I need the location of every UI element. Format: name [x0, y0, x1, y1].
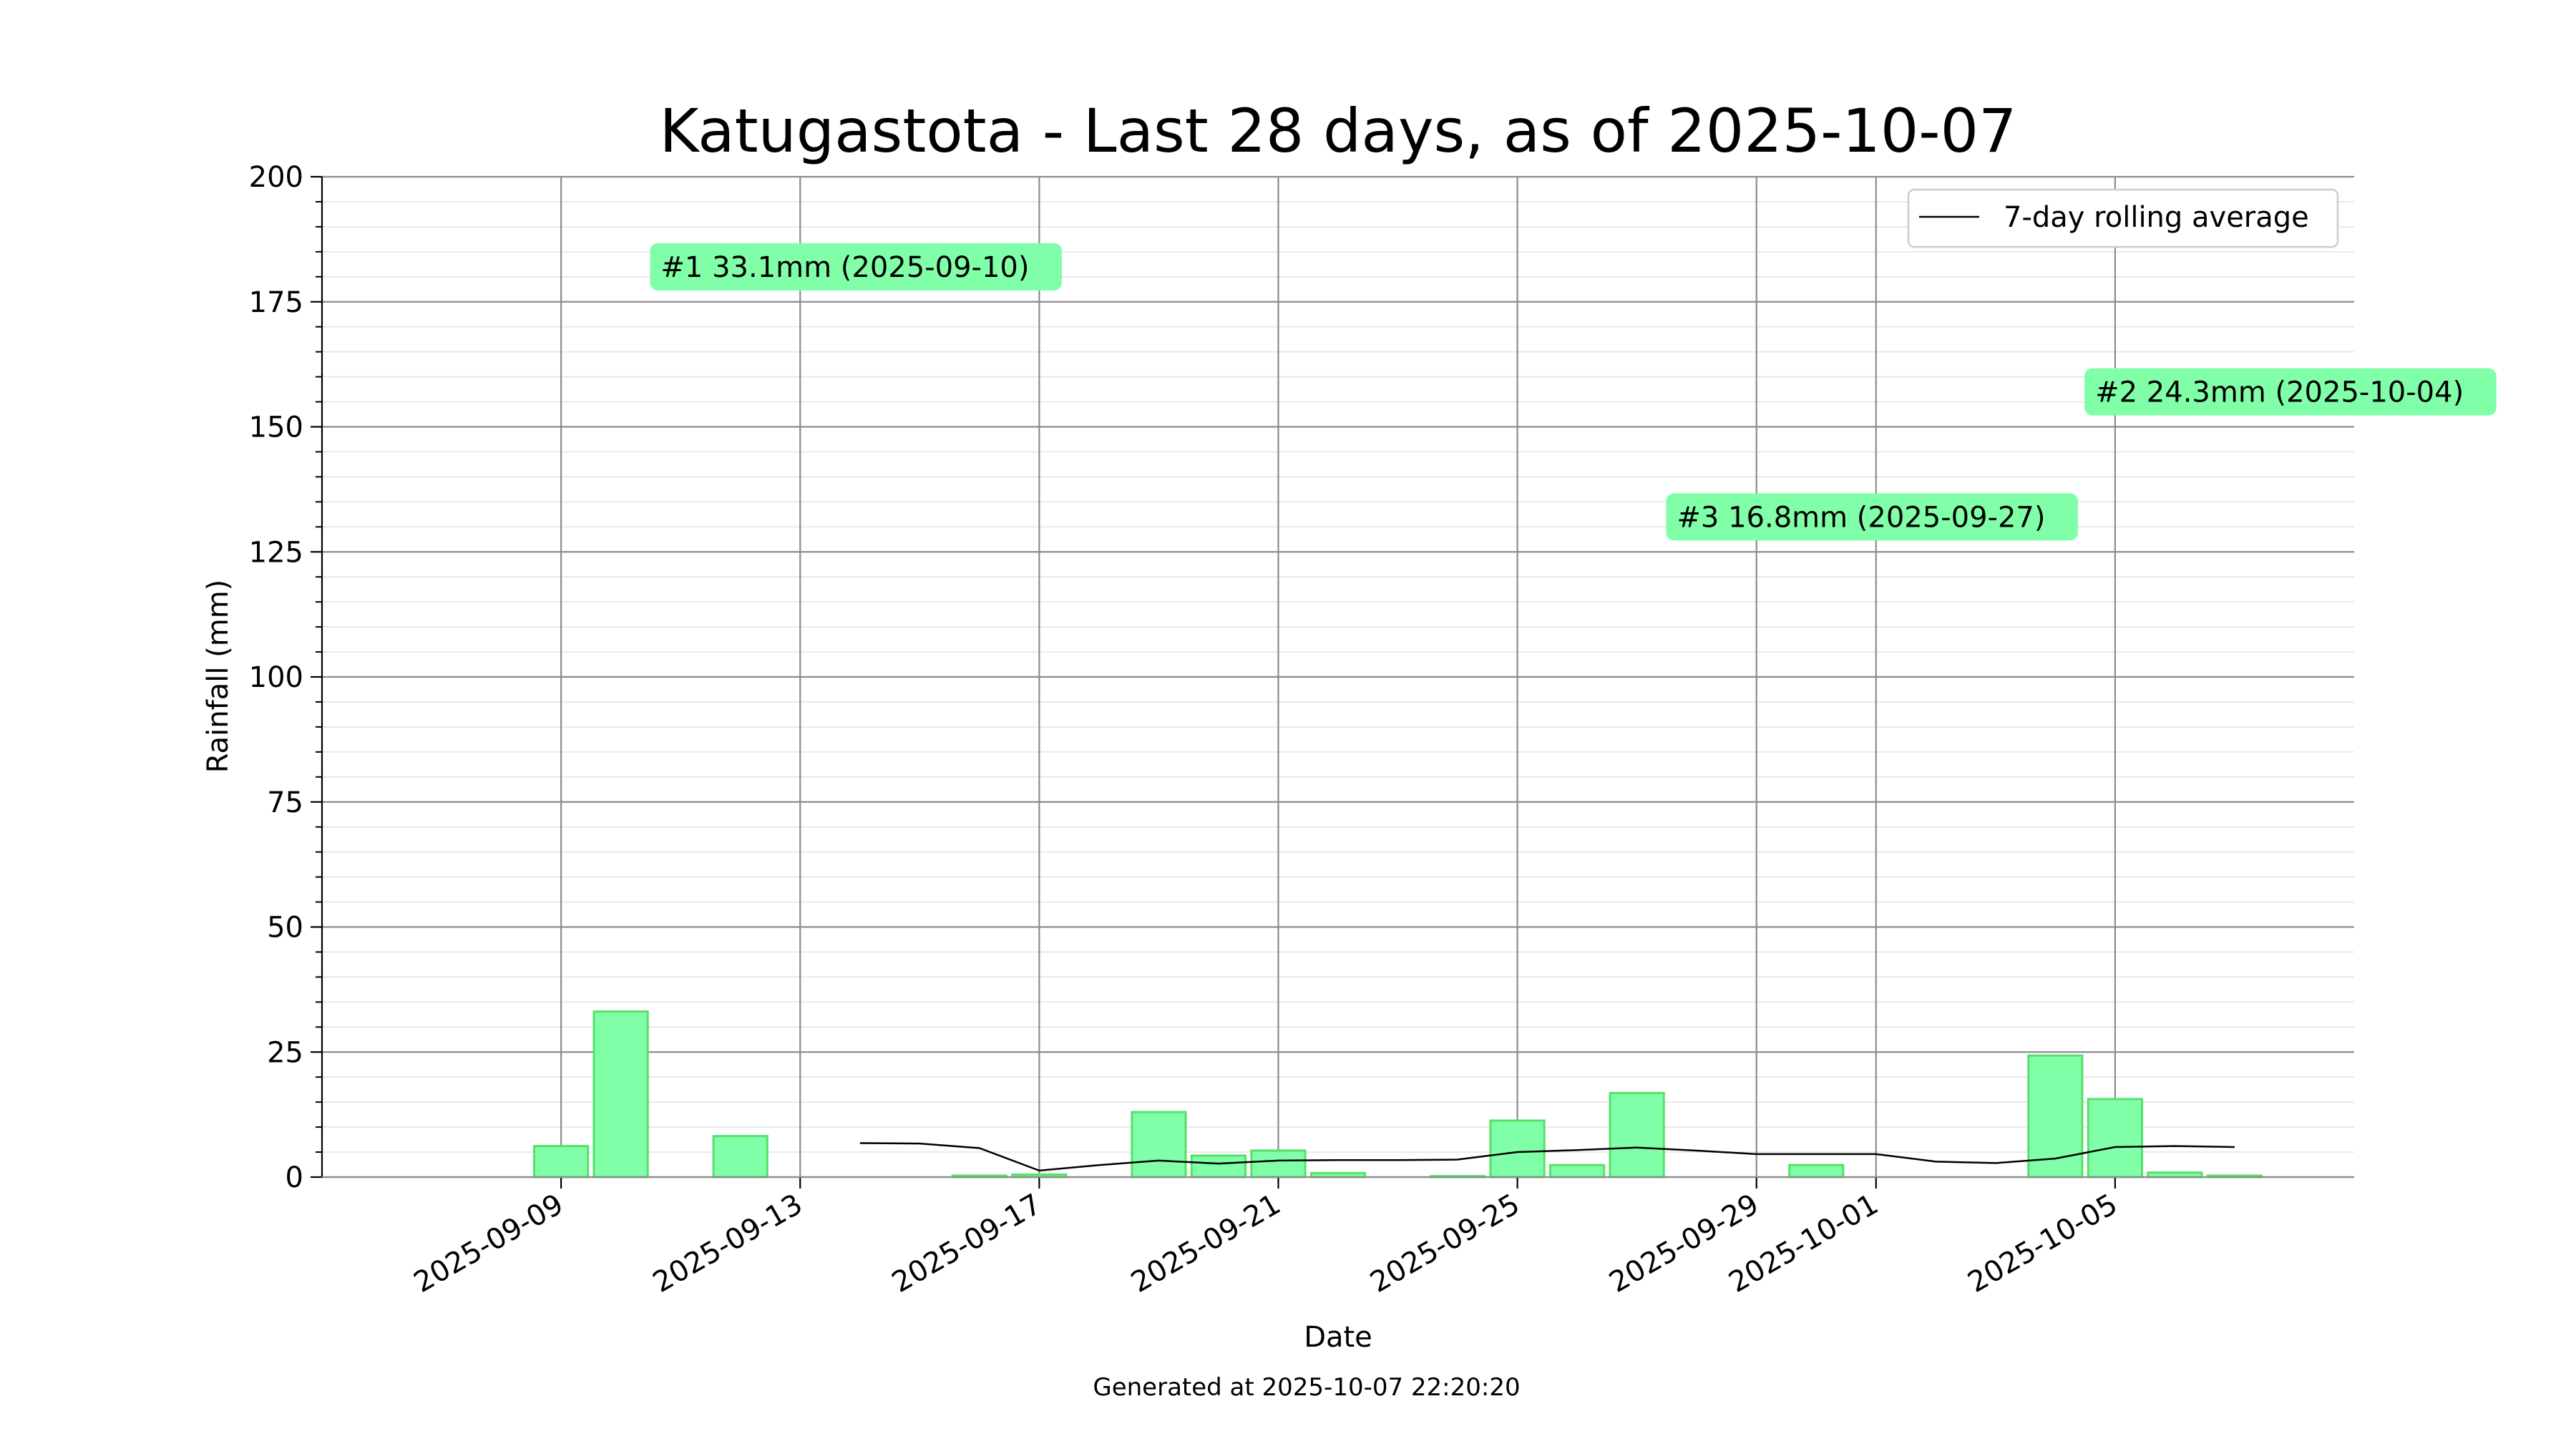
- annotation-text: #3 16.8mm (2025-09-27): [1677, 501, 2045, 534]
- rainfall-bars: [533, 1010, 2263, 1179]
- y-tick-label: 50: [267, 912, 303, 945]
- rolling-average-line: [859, 1142, 2235, 1172]
- y-tick-label: 150: [249, 411, 303, 444]
- y-tick-label: 75: [267, 786, 303, 819]
- rainfall-bar: [1788, 1163, 1845, 1179]
- legend-box: [1907, 188, 2339, 248]
- annotation-box: [2084, 368, 2497, 416]
- legend-label: 7-day rolling average: [2004, 201, 2309, 234]
- legend: 7-day rolling average: [1907, 188, 2339, 248]
- y-tick-label: 100: [249, 661, 303, 694]
- y-tick-label: 200: [249, 161, 303, 194]
- footer-generated-at: Generated at 2025-10-07 22:20:20: [1093, 1373, 1520, 1402]
- rainfall-bar: [1549, 1163, 1606, 1179]
- rainfall-bar: [1609, 1092, 1665, 1179]
- major-gridlines: [322, 175, 2354, 1179]
- rainfall-bar: [1489, 1119, 1546, 1179]
- y-tick-label: 0: [286, 1161, 303, 1194]
- annotation-rank-3: #3 16.8mm (2025-09-27): [1666, 493, 2079, 541]
- rainfall-bar: [1190, 1154, 1247, 1179]
- minor-gridlines: [322, 201, 2354, 1153]
- rainfall-bar: [592, 1010, 649, 1179]
- y-axis-label: Rainfall (mm): [202, 580, 235, 774]
- y-tick-label: 125: [249, 536, 303, 569]
- annotation-rank-2: #2 24.3mm (2025-10-04): [2084, 368, 2497, 416]
- rainfall-bar: [1250, 1149, 1307, 1179]
- top-rainfall-annotations: #1 33.1mm (2025-09-10) #2 24.3mm (2025-10…: [650, 243, 2497, 541]
- annotation-box: [650, 243, 1063, 291]
- x-axis-label: Date: [1304, 1321, 1372, 1354]
- annotation-text: #1 33.1mm (2025-09-10): [660, 251, 1029, 284]
- rainfall-bar: [1131, 1111, 1187, 1179]
- rainfall-bar: [712, 1135, 769, 1179]
- y-tick-label: 175: [249, 286, 303, 319]
- annotation-text: #2 24.3mm (2025-10-04): [2095, 376, 2464, 409]
- rainfall-bar: [2087, 1098, 2143, 1179]
- rainfall-bar: [533, 1145, 590, 1179]
- chart-title: Katugastota - Last 28 days, as of 2025-1…: [660, 96, 2017, 166]
- annotation-box: [1666, 493, 2079, 541]
- annotation-rank-1: #1 33.1mm (2025-09-10): [650, 243, 1063, 291]
- rolling-average-line-group: [859, 1142, 2235, 1172]
- rainfall-bar: [2027, 1054, 2084, 1179]
- y-tick-label: 25: [267, 1036, 303, 1069]
